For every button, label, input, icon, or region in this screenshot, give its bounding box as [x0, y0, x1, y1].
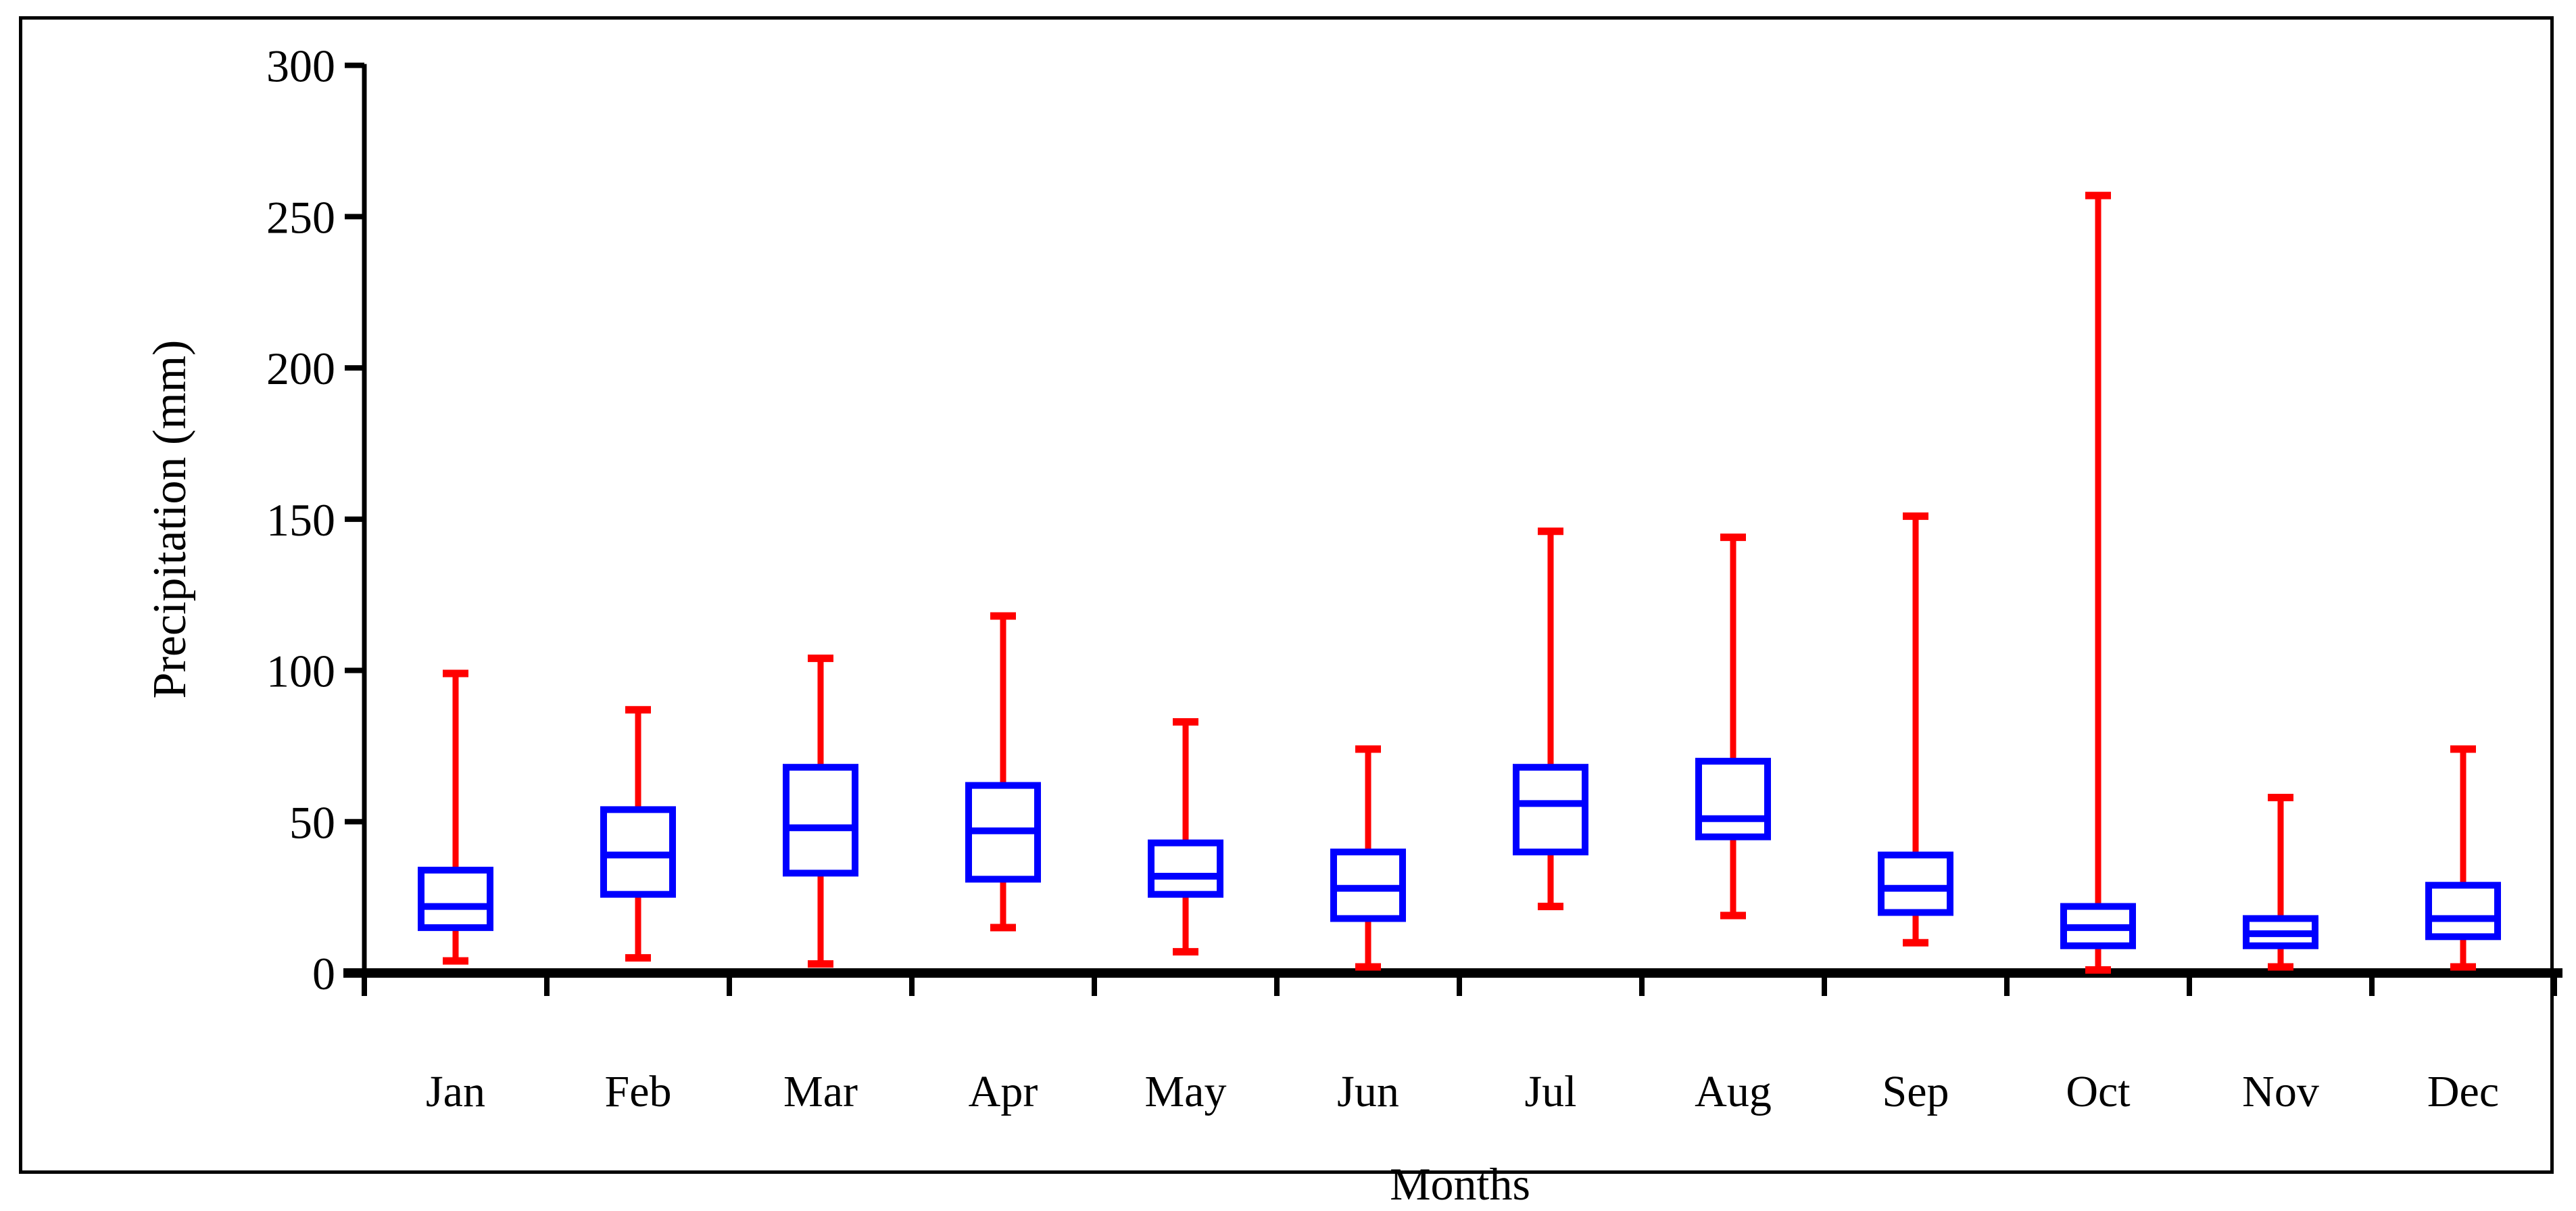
- x-category-label: Oct: [2066, 1067, 2130, 1116]
- x-category-label: Jan: [426, 1067, 485, 1116]
- boxplot-month-oct: [2060, 191, 2136, 974]
- x-category-label: Apr: [969, 1067, 1038, 1116]
- y-tick-label: 0: [312, 948, 335, 999]
- x-category-label: Sep: [1882, 1067, 1949, 1116]
- y-tick-label: 300: [266, 41, 335, 92]
- boxplot-month-jan: [418, 669, 493, 965]
- y-tick-label: 100: [266, 646, 335, 697]
- boxplot-month-mar: [783, 655, 858, 968]
- boxplot-month-aug: [1695, 533, 1771, 920]
- iqr-box: [418, 866, 493, 931]
- x-category-label: May: [1145, 1067, 1227, 1116]
- y-tick-label: 250: [266, 191, 335, 243]
- y-tick-label: 150: [266, 494, 335, 546]
- x-axis-title: Months: [1390, 1158, 1530, 1210]
- iqr-box: [1148, 839, 1223, 898]
- iqr-box: [1695, 757, 1771, 840]
- boxplot-month-sep: [1878, 512, 1953, 947]
- boxplot-month-jun: [1330, 745, 1406, 971]
- boxplot-month-nov: [2243, 793, 2318, 971]
- iqr-box: [783, 763, 858, 877]
- x-category-label: Dec: [2427, 1067, 2499, 1116]
- y-axis-title: Precipitation (mm): [144, 339, 196, 699]
- boxplot-month-dec: [2425, 745, 2501, 971]
- boxplot-month-apr: [965, 612, 1041, 932]
- x-category-label: Jul: [1524, 1067, 1576, 1116]
- figure-border: [19, 16, 2554, 1174]
- y-tick-label: 50: [289, 797, 335, 848]
- y-tick-label: 200: [266, 343, 335, 394]
- x-category-label: Aug: [1695, 1067, 1772, 1116]
- x-category-label: Nov: [2242, 1067, 2319, 1116]
- iqr-box: [1513, 763, 1588, 856]
- x-category-label: Mar: [783, 1067, 858, 1116]
- iqr-box: [2425, 882, 2501, 941]
- iqr-box: [1878, 851, 1953, 916]
- x-category-label: Feb: [605, 1067, 672, 1116]
- boxplot-month-may: [1148, 718, 1223, 956]
- x-category-label: Jun: [1337, 1067, 1399, 1116]
- boxplot-month-jul: [1513, 527, 1588, 911]
- boxplot-month-feb: [600, 706, 676, 962]
